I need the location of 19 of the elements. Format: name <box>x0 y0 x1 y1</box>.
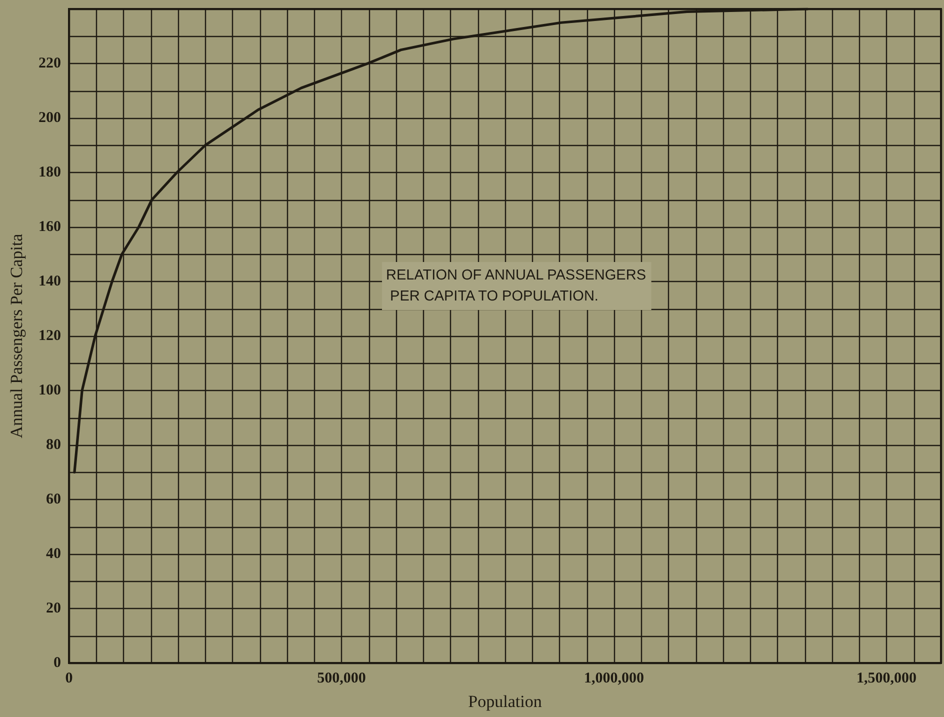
y-tick-label: 60 <box>46 492 61 508</box>
x-tick-label: 0 <box>65 670 73 686</box>
x-tick-label: 1,500,000 <box>856 670 916 686</box>
y-tick-label: 140 <box>38 274 61 290</box>
y-tick-label: 80 <box>46 437 61 453</box>
y-tick-label: 200 <box>38 110 61 126</box>
y-tick-label: 100 <box>38 382 61 398</box>
x-axis-title: Population <box>468 692 542 711</box>
y-tick-label: 160 <box>38 219 61 235</box>
y-axis-title: Annual Passengers Per Capita <box>7 233 26 438</box>
x-tick-label: 500,000 <box>317 670 366 686</box>
x-tick-label: 1,000,000 <box>584 670 644 686</box>
y-tick-label: 120 <box>38 328 61 344</box>
y-tick-label: 220 <box>38 56 61 72</box>
y-tick-label: 40 <box>46 546 61 562</box>
y-tick-label: 180 <box>38 164 61 180</box>
y-tick-label: 0 <box>54 655 61 671</box>
y-tick-label: 20 <box>46 600 61 616</box>
annotation: RELATION OF ANNUAL PASSENGERS PER CAPITA TO POPULATION. <box>386 268 646 304</box>
